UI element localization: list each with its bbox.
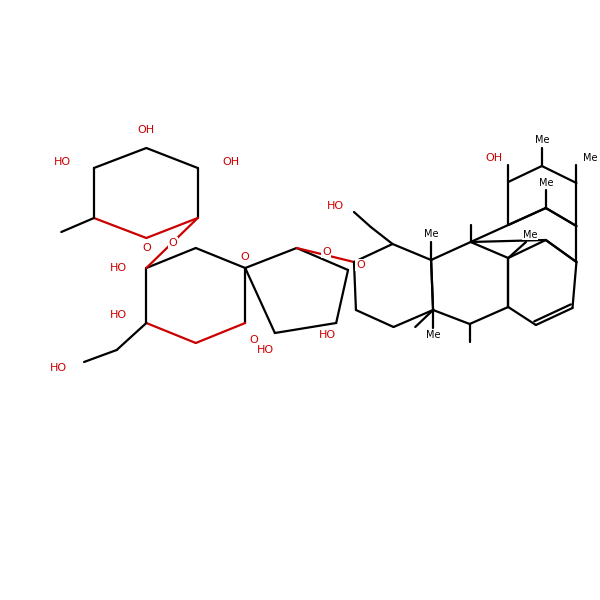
Text: Me: Me [426, 330, 440, 340]
Text: O: O [169, 238, 178, 248]
Text: HO: HO [327, 201, 344, 211]
Text: O: O [142, 243, 151, 253]
Text: Me: Me [424, 229, 439, 239]
Text: HO: HO [256, 345, 274, 355]
Text: HO: HO [109, 263, 127, 273]
Text: O: O [356, 260, 365, 270]
Text: OH: OH [138, 125, 155, 135]
Text: O: O [322, 247, 331, 257]
Text: Me: Me [539, 178, 553, 188]
Text: Me: Me [535, 135, 549, 145]
Text: HO: HO [109, 310, 127, 320]
Text: HO: HO [54, 157, 71, 167]
Text: O: O [249, 335, 258, 345]
Text: HO: HO [50, 363, 67, 373]
Text: O: O [241, 252, 250, 262]
Text: Me: Me [583, 153, 598, 163]
Text: OH: OH [223, 157, 239, 167]
Text: Me: Me [523, 230, 537, 240]
Text: OH: OH [485, 153, 502, 163]
Text: HO: HO [319, 330, 335, 340]
